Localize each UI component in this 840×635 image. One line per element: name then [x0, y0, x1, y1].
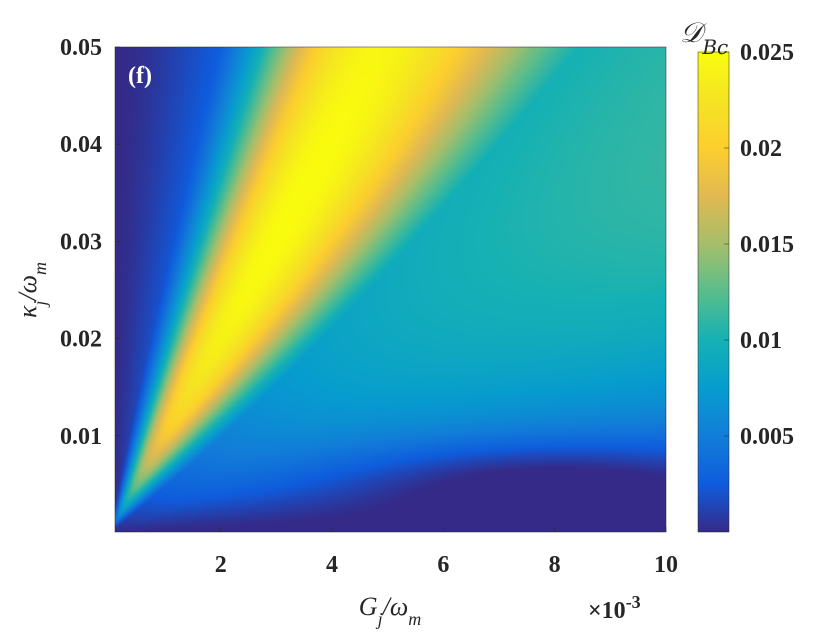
- colorbar-tick-label: 0.02: [740, 136, 782, 162]
- x-tick-label: 10: [654, 552, 678, 578]
- colorbar-tick-label: 0.025: [740, 40, 794, 66]
- y-tick-label: 0.02: [60, 327, 102, 353]
- colorbar: [697, 51, 730, 533]
- x-tick-label: 4: [326, 552, 338, 578]
- y-tick-group: 0.01 0.02 0.03 0.04 0.05: [60, 35, 120, 450]
- x-exponent-base: ×10: [588, 598, 626, 624]
- y-tick-label: 0.01: [60, 424, 102, 450]
- y-tick-label: 0.04: [60, 132, 102, 158]
- x-exponent-power: -3: [626, 592, 641, 612]
- colorbar-tick-label: 0.005: [740, 424, 794, 450]
- colorbar-tick-label: 0.01: [740, 328, 782, 354]
- x-tick-label: 2: [215, 552, 227, 578]
- y-tick-label: 0.03: [60, 229, 102, 255]
- colorbar-tick-label: 0.015: [740, 232, 794, 258]
- plot-frame: [114, 46, 667, 533]
- x-tick-group: 2 4 6 8 10: [215, 527, 678, 578]
- y-tick-label: 0.05: [60, 35, 102, 61]
- panel-label: (f): [128, 63, 152, 89]
- colorbar-tick-group: 0.005 0.01 0.015 0.02 0.025: [724, 40, 794, 450]
- x-tick-label: 8: [549, 552, 561, 578]
- x-exponent-label: ×10-3: [588, 592, 641, 624]
- heatmap-image: [115, 47, 666, 532]
- x-tick-label: 6: [437, 552, 449, 578]
